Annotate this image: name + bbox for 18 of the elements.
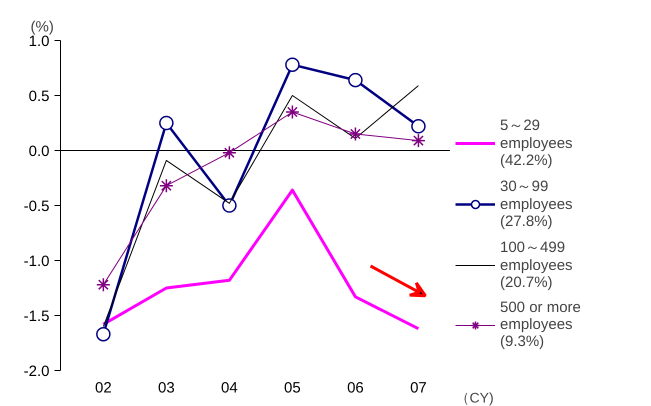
legend-label: 5～29 employees (42.2%) (500, 116, 573, 169)
y-tick-label: -1.0 (24, 253, 50, 270)
x-tick-label: 06 (347, 380, 364, 396)
y-tick-label: -1.5 (24, 308, 50, 325)
legend-label: 100～499 employees (20.7%) (500, 238, 573, 291)
x-tick-label: 02 (95, 380, 112, 396)
legend-label: 500 or more employees (9.3%) (500, 299, 581, 350)
x-tick-label: 04 (221, 380, 238, 396)
legend-label: 30～99 employees (27.8%) (500, 177, 573, 230)
y-axis-title: (%) (30, 18, 54, 36)
y-tick-label: -2.0 (24, 363, 50, 380)
x-tick-label: 07 (410, 380, 427, 396)
y-tick-label: -0.5 (24, 198, 50, 215)
x-tick-label: 03 (158, 380, 175, 396)
x-tick-label: 05 (284, 380, 301, 396)
y-tick-label: 0.5 (28, 88, 50, 105)
y-tick-label: 0.0 (28, 143, 50, 160)
x-axis-title: （CY) (456, 390, 494, 406)
